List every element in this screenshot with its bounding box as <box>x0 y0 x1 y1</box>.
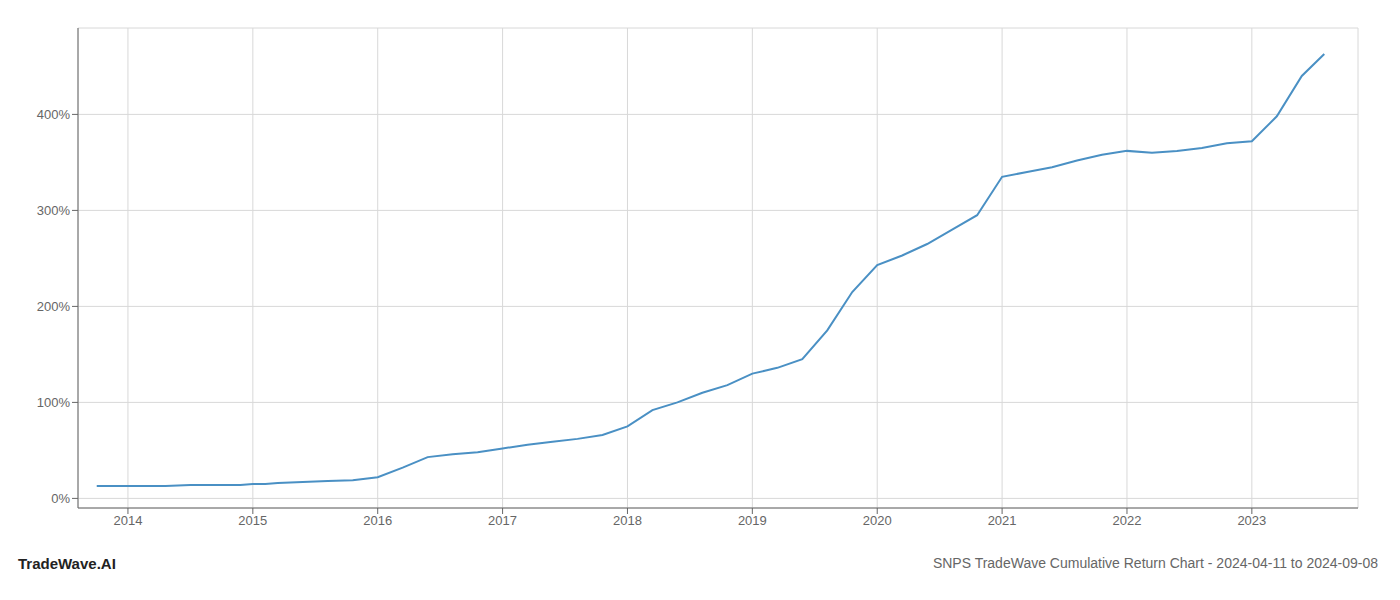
svg-text:300%: 300% <box>37 203 71 218</box>
svg-text:2022: 2022 <box>1113 513 1142 528</box>
svg-text:100%: 100% <box>37 395 71 410</box>
html-text:TradeWave.AI: TradeWave.AI <box>18 554 116 572</box>
svg-text:2020: 2020 <box>863 513 892 528</box>
svg-text:200%: 200% <box>37 299 71 314</box>
svg-text:2018: 2018 <box>613 513 642 528</box>
svg-text:0%: 0% <box>51 491 70 506</box>
svg-text:2019: 2019 <box>738 513 767 528</box>
svg-text:2017: 2017 <box>488 513 517 528</box>
svg-text:2015: 2015 <box>238 513 267 528</box>
svg-text:2016: 2016 <box>363 513 392 528</box>
svg-text:400%: 400% <box>37 107 71 122</box>
svg-text:2023: 2023 <box>1237 513 1266 528</box>
svg-text:2014: 2014 <box>113 513 142 528</box>
html-text:SNPS TradeWave Cumulative Retu: SNPS TradeWave Cumulative Return Chart -… <box>932 555 1378 571</box>
svg-text:2021: 2021 <box>988 513 1017 528</box>
